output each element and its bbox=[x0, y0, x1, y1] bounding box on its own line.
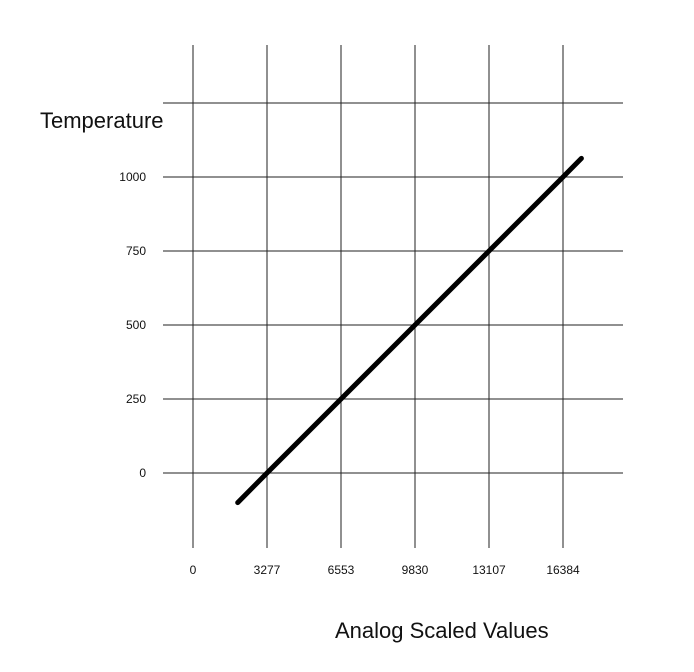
x-tick-label-1: 3277 bbox=[254, 563, 281, 577]
tick-labels: 0 3277 6553 9830 13107 16384 0 250 500 750 1000 bbox=[119, 170, 580, 577]
y-tick-label-4: 1000 bbox=[119, 170, 146, 184]
x-tick-label-0: 0 bbox=[190, 563, 197, 577]
y-axis-title: Temperature bbox=[40, 108, 164, 133]
x-tick-label-5: 16384 bbox=[546, 563, 580, 577]
x-tick-label-3: 9830 bbox=[402, 563, 429, 577]
y-tick-label-2: 500 bbox=[126, 318, 146, 332]
y-tick-label-1: 250 bbox=[126, 392, 146, 406]
y-tick-label-0: 0 bbox=[139, 466, 146, 480]
series-layer bbox=[235, 155, 584, 506]
grid bbox=[163, 45, 623, 548]
x-axis-title: Analog Scaled Values bbox=[335, 618, 549, 643]
y-tick-label-3: 750 bbox=[126, 244, 146, 258]
x-tick-label-4: 13107 bbox=[472, 563, 506, 577]
series-line-0 bbox=[235, 155, 584, 506]
x-tick-label-2: 6553 bbox=[328, 563, 355, 577]
